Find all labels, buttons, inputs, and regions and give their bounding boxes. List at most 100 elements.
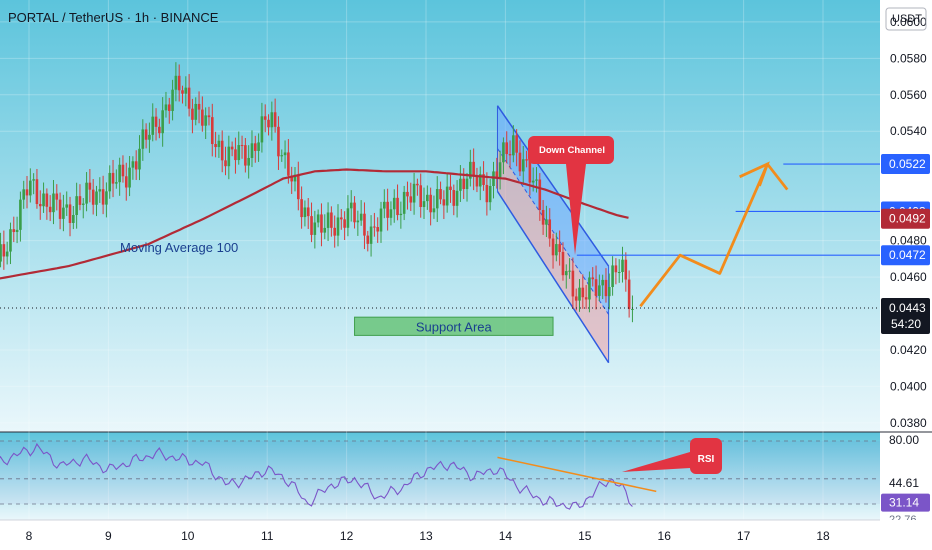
down-channel-label: Down Channel	[539, 145, 605, 156]
y-tick-label: 0.0480	[890, 234, 927, 248]
y-tick-label: 0.0580	[890, 51, 927, 65]
candle-body	[340, 217, 343, 220]
candle-body	[521, 159, 525, 172]
candle-body	[426, 194, 429, 202]
candle-body	[158, 126, 161, 134]
candle-body	[343, 219, 346, 228]
level-price-label: 0.0472	[889, 248, 926, 262]
main-pane-bg	[0, 0, 880, 432]
rsi-pane-bg	[0, 432, 880, 520]
candle-body	[396, 197, 399, 216]
y-tick-label: 0.0420	[890, 343, 927, 357]
candle-body	[386, 201, 389, 218]
candle-body	[584, 297, 588, 300]
candle-body	[227, 146, 231, 167]
candle-body	[184, 87, 188, 94]
candle-body	[551, 238, 555, 256]
candle-body	[250, 143, 254, 158]
y-tick-label: 0.0380	[890, 416, 927, 430]
candle-body	[366, 235, 370, 244]
x-tick-label: 14	[499, 529, 513, 543]
candle-body	[429, 194, 432, 213]
candle-body	[306, 207, 310, 217]
candle-body	[445, 186, 449, 206]
candle-body	[392, 197, 396, 210]
support-area-label: Support Area	[416, 319, 493, 334]
candle-body	[594, 279, 598, 296]
candle-body	[631, 308, 634, 310]
candle-body	[65, 204, 69, 208]
candle-body	[38, 203, 42, 207]
candle-body	[237, 145, 241, 161]
candle-body	[111, 172, 115, 184]
candle-body	[505, 142, 509, 155]
candle-body	[545, 219, 548, 225]
candle-body	[263, 116, 267, 120]
candle-body	[62, 207, 65, 219]
candle-body	[167, 104, 171, 111]
projection-path	[639, 162, 789, 308]
candle-body	[214, 144, 217, 148]
candle-body	[363, 213, 366, 236]
current-price-tag	[881, 298, 930, 335]
candle-body	[604, 279, 608, 297]
candle-body	[98, 189, 102, 192]
candle-body	[326, 212, 330, 228]
candle-body	[359, 213, 363, 221]
candle-body	[555, 244, 558, 256]
price-scale-bg	[880, 0, 932, 550]
candle-body	[346, 208, 350, 228]
rsi-tick-label: 80.00	[889, 433, 919, 447]
candle-body	[0, 244, 2, 262]
x-tick-label: 11	[261, 529, 274, 543]
candle-body	[591, 277, 595, 280]
candle-body	[353, 202, 356, 223]
x-tick-label: 18	[816, 529, 830, 543]
candle-body	[270, 112, 274, 128]
candle-body	[210, 117, 214, 145]
chart-title: PORTAL / TetherUS · 1h · BINANCE	[8, 10, 219, 25]
rsi-callout	[622, 438, 722, 474]
candle-body	[598, 285, 601, 296]
y-tick-label: 0.0540	[890, 124, 927, 138]
candle-body	[442, 199, 446, 206]
candle-body	[273, 112, 277, 127]
candle-body	[108, 172, 112, 192]
candle-body	[561, 251, 565, 276]
candle-body	[627, 279, 631, 309]
y-tick-label: 0.0460	[890, 270, 927, 284]
candle-body	[187, 87, 191, 109]
countdown-label: 54:20	[891, 317, 921, 331]
candle-body	[462, 178, 466, 190]
candle-body	[191, 108, 194, 120]
candle-body	[164, 104, 168, 111]
candle-body	[15, 229, 19, 233]
level-price-tag	[881, 154, 930, 175]
candle-body	[488, 186, 492, 203]
candle-body	[624, 259, 628, 280]
level-price-label: 0.0492	[889, 212, 926, 226]
candle-body	[240, 145, 244, 147]
candle-body	[528, 160, 532, 183]
candle-body	[35, 179, 39, 204]
candle-body	[607, 287, 611, 297]
candle-body	[455, 190, 459, 206]
candle-body	[459, 178, 462, 191]
candle-body	[369, 226, 373, 244]
candle-body	[124, 176, 128, 188]
candle-body	[12, 229, 16, 233]
candle-body	[558, 244, 561, 252]
x-tick-label: 12	[340, 529, 354, 543]
rsi-current-label: 31.14	[889, 496, 919, 510]
candle-body	[621, 259, 624, 273]
candle-body	[121, 164, 125, 177]
candle-body	[389, 209, 393, 218]
candle-body	[349, 202, 353, 209]
x-tick-label: 17	[737, 529, 751, 543]
candle-body	[323, 227, 327, 233]
candle-body	[614, 265, 618, 273]
level-price-tag	[881, 208, 930, 229]
candle-body	[32, 179, 35, 181]
channel-upper-line	[496, 105, 610, 267]
